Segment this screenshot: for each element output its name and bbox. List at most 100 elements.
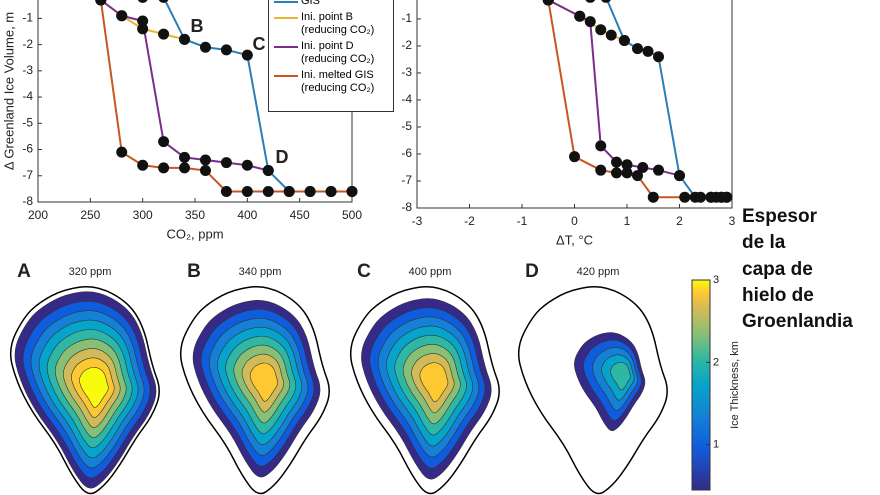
data-point [637, 161, 649, 173]
series-line [100, 0, 269, 172]
colorbar-tick-label: 3 [713, 274, 719, 286]
y-tick-label: -8 [401, 200, 412, 214]
x-tick-label: 200 [28, 208, 48, 222]
ice-contour [79, 367, 109, 408]
data-point [632, 170, 643, 182]
data-point [179, 33, 191, 45]
y-tick-label: -7 [401, 173, 412, 187]
data-point [574, 10, 586, 22]
data-point [595, 140, 607, 152]
ice-contour [249, 362, 279, 402]
y-tick-label: -1 [22, 11, 33, 25]
x-axis-label: CO₂, ppm [166, 226, 223, 241]
x-tick-label: 1 [624, 214, 631, 228]
data-point [642, 45, 654, 57]
y-tick-label: -2 [22, 37, 33, 51]
data-point [116, 146, 128, 158]
data-point [584, 16, 596, 28]
data-point [199, 41, 211, 53]
data-point [158, 28, 170, 40]
y-tick-label: -8 [22, 194, 33, 208]
x-tick-label: -3 [412, 214, 423, 228]
x-tick-label: -2 [464, 214, 475, 228]
data-point [137, 15, 149, 27]
data-point [241, 49, 253, 61]
x-tick-label: 350 [185, 208, 205, 222]
y-tick-label: -4 [401, 92, 412, 106]
data-point [674, 170, 685, 182]
data-point [262, 165, 274, 177]
data-point [679, 191, 691, 203]
data-point [611, 167, 622, 179]
legend-entry: Ini. melted GIS (reducing CO₂) [269, 69, 393, 95]
y-tick-label: -7 [22, 168, 33, 182]
data-point [158, 0, 169, 3]
data-point [595, 24, 607, 36]
x-tick-label: 300 [133, 208, 153, 222]
y-tick-label: -6 [22, 142, 33, 156]
data-point [137, 0, 148, 3]
series-line [547, 0, 680, 177]
panel-title: 340 ppm [239, 266, 282, 278]
data-point [241, 186, 253, 198]
data-point [137, 159, 149, 171]
legend-swatch [274, 46, 298, 48]
data-point [304, 186, 316, 198]
data-point [137, 23, 149, 35]
data-point [695, 191, 706, 203]
data-point [95, 0, 107, 6]
x-tick-label: 400 [237, 208, 257, 222]
data-point [585, 0, 596, 3]
ice-contour [419, 362, 449, 403]
coastline [9, 285, 160, 495]
data-point [611, 156, 622, 168]
data-point [705, 191, 717, 203]
y-tick-label: -5 [22, 115, 33, 129]
data-point [220, 44, 232, 56]
y-tick-label: -6 [401, 146, 412, 160]
y-tick-label: -4 [22, 89, 33, 103]
panel-label: C [357, 261, 371, 282]
data-point [325, 186, 337, 198]
x-tick-label: 450 [290, 208, 310, 222]
caption-line: de la [742, 232, 786, 254]
coastline [517, 285, 668, 495]
legend-entry: Ini. point B (reducing CO₂) [269, 11, 393, 37]
colorbar-label: Ice Thickness, km [729, 341, 741, 429]
coastline [349, 285, 500, 495]
y-tick-label: -3 [401, 65, 412, 79]
data-point [569, 151, 580, 163]
y-tick-label: -5 [401, 119, 412, 133]
data-point [621, 167, 633, 179]
data-point [262, 186, 274, 198]
legend-entry: GIS [269, 0, 393, 8]
data-point [220, 186, 232, 198]
data-point [653, 164, 664, 176]
x-tick-label: 250 [80, 208, 100, 222]
legend-swatch [274, 1, 298, 3]
data-point [179, 162, 191, 174]
legend-entry: Ini. point D (reducing CO₂) [269, 40, 393, 66]
y-tick-label: -1 [401, 11, 412, 25]
caption-line: hielo de [742, 284, 814, 306]
caption-line: Groenlandia [742, 311, 853, 333]
data-point [618, 35, 630, 47]
legend-swatch [274, 17, 298, 19]
panel-title: 400 ppm [409, 266, 452, 278]
legend-label: Ini. point B (reducing CO₂) [301, 11, 375, 36]
caption: Espesor de la capa de hielo de Groenlandia [742, 204, 853, 335]
data-point [199, 165, 211, 177]
data-point [595, 164, 607, 176]
legend-swatch [274, 75, 298, 77]
legend: GIS Ini. point B (reducing CO₂) Ini. point… [268, 0, 394, 112]
data-point [621, 159, 633, 171]
legend-label: GIS [301, 0, 320, 7]
annotation: D [276, 147, 289, 167]
data-point [542, 0, 554, 6]
colorbar [691, 279, 711, 491]
data-point [601, 0, 611, 3]
y-tick-label: -2 [401, 38, 412, 52]
data-point [179, 151, 191, 163]
annotation: C [253, 34, 266, 54]
